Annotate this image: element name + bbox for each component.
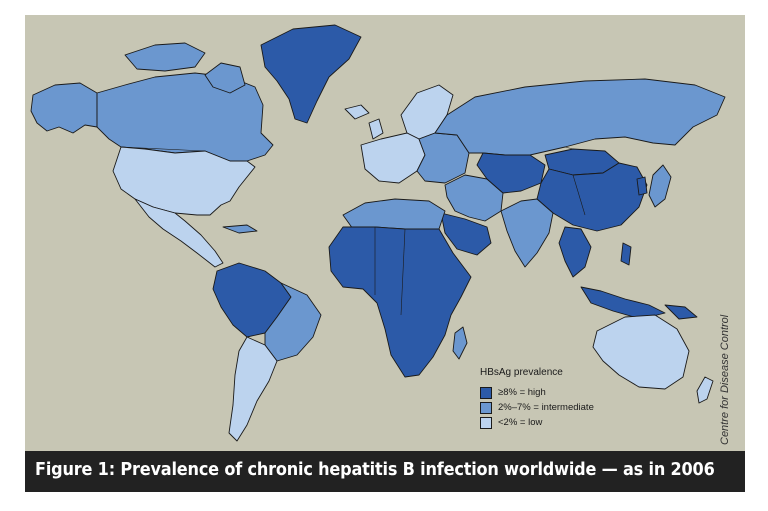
legend-label-low: <2% = low [498,417,543,428]
figure-caption: Figure 1: Prevalence of chronic hepatiti… [35,460,715,480]
region-middle-east [444,174,504,222]
region-new-zealand [696,376,714,404]
region-alaska [30,82,98,134]
region-japan [648,164,672,208]
map-svg [30,24,726,442]
region-iceland [344,104,370,120]
legend-swatch-intermediate [480,401,492,414]
figure: HBsAg prevalence ≥8% = high 2%–7% = inte… [25,15,745,492]
region-southeast-asia [558,226,592,278]
region-caribbean [222,224,258,234]
legend: HBsAg prevalence ≥8% = high 2%–7% = inte… [480,367,680,430]
region-india [500,198,554,268]
region-madagascar [452,326,468,360]
legend-swatch-high [480,386,492,399]
legend-swatch-low [480,416,492,429]
region-mexico [134,198,224,268]
region-baffin [204,62,246,94]
legend-item-intermediate: 2%–7% = intermediate [480,400,680,415]
region-western-europe [360,132,426,184]
world-map: HBsAg prevalence ≥8% = high 2%–7% = inte… [25,15,745,451]
region-russia [434,78,726,156]
region-australia [592,314,690,390]
legend-label-high: ≥8% = high [498,387,546,398]
region-north-africa [342,198,446,230]
region-png [664,304,698,320]
region-arabia [440,212,492,256]
legend-item-low: <2% = low [480,415,680,430]
legend-label-intermediate: 2%–7% = intermediate [498,402,594,413]
region-uk [368,118,384,140]
legend-title: HBsAg prevalence [480,367,563,378]
region-central-asia [476,152,546,194]
region-china [536,162,648,232]
region-south-america-south [228,336,278,442]
region-sub-saharan-africa [328,226,472,378]
region-greenland [260,24,362,124]
region-indonesia [580,286,666,320]
region-arctic-islands [124,42,206,72]
legend-item-high: ≥8% = high [480,385,680,400]
caption-bar: Figure 1: Prevalence of chronic hepatiti… [25,451,745,492]
region-korea [636,176,648,196]
region-philippines [620,242,632,266]
source-credit: Centre for Disease Control [719,314,731,445]
